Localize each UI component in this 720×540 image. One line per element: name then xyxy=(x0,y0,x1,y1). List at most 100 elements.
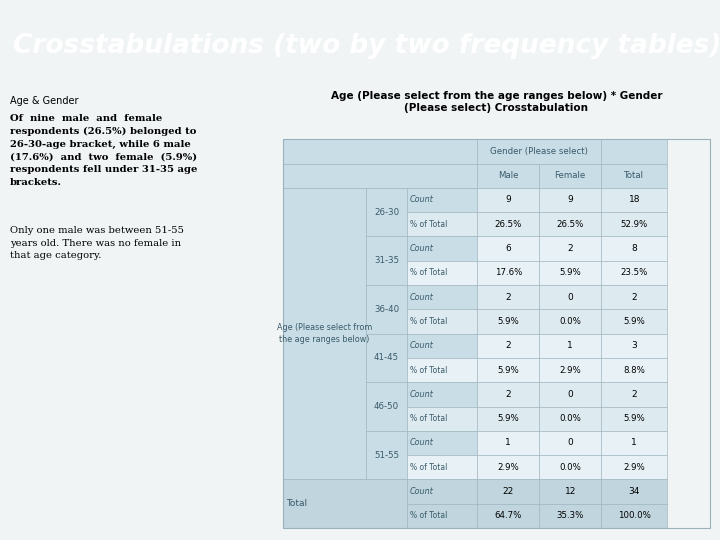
Text: Count: Count xyxy=(410,244,433,253)
Text: 46-50: 46-50 xyxy=(374,402,399,411)
Text: (Please select) Crosstabulation: (Please select) Crosstabulation xyxy=(405,103,588,113)
Bar xyxy=(283,188,366,480)
Bar xyxy=(366,285,407,334)
Text: 6: 6 xyxy=(505,244,511,253)
Bar xyxy=(601,334,667,358)
Text: Age & Gender: Age & Gender xyxy=(10,96,78,106)
Bar xyxy=(601,358,667,382)
Text: Count: Count xyxy=(410,438,433,448)
Text: 8: 8 xyxy=(631,244,637,253)
Bar xyxy=(407,407,477,431)
Text: 52.9%: 52.9% xyxy=(621,220,648,229)
Bar xyxy=(407,309,477,334)
Bar xyxy=(477,285,539,309)
Bar xyxy=(477,164,539,188)
Text: Count: Count xyxy=(410,195,433,205)
Text: 26.5%: 26.5% xyxy=(495,220,522,229)
Text: 0: 0 xyxy=(567,438,573,448)
Text: 3: 3 xyxy=(631,341,637,350)
Bar xyxy=(407,431,477,455)
Text: 0: 0 xyxy=(567,293,573,302)
Bar xyxy=(407,382,477,407)
Text: 2: 2 xyxy=(505,390,511,399)
Bar xyxy=(477,431,539,455)
Bar xyxy=(407,480,477,504)
Text: 26-30: 26-30 xyxy=(374,207,399,217)
Bar xyxy=(366,334,407,382)
Bar xyxy=(601,455,667,480)
Bar xyxy=(601,407,667,431)
Text: 9: 9 xyxy=(505,195,511,205)
Bar xyxy=(539,237,601,261)
Text: Total: Total xyxy=(624,171,644,180)
Bar xyxy=(601,431,667,455)
Bar xyxy=(366,431,407,480)
Text: 2.9%: 2.9% xyxy=(624,463,645,472)
Text: Crosstabulations (two by two frequency tables): Crosstabulations (two by two frequency t… xyxy=(13,33,720,59)
Bar xyxy=(539,480,601,504)
Bar xyxy=(477,188,539,212)
Text: Age (Please select from the age ranges below) * Gender: Age (Please select from the age ranges b… xyxy=(330,91,662,100)
Text: Age (Please select from
the age ranges below): Age (Please select from the age ranges b… xyxy=(277,323,372,344)
Text: Female: Female xyxy=(554,171,586,180)
Text: 0.0%: 0.0% xyxy=(559,317,581,326)
Bar xyxy=(366,237,407,285)
Text: % of Total: % of Total xyxy=(410,317,447,326)
Text: 0.0%: 0.0% xyxy=(559,463,581,472)
Bar xyxy=(601,212,667,237)
Text: 2: 2 xyxy=(505,341,511,350)
Text: 0: 0 xyxy=(567,390,573,399)
Bar xyxy=(477,334,539,358)
Bar xyxy=(477,407,539,431)
Text: 18: 18 xyxy=(629,195,640,205)
Bar xyxy=(477,237,539,261)
Text: 17.6%: 17.6% xyxy=(495,268,522,278)
Bar xyxy=(601,285,667,309)
Text: 0.0%: 0.0% xyxy=(559,414,581,423)
Bar xyxy=(539,164,601,188)
Bar xyxy=(539,334,601,358)
Text: 36-40: 36-40 xyxy=(374,305,399,314)
Text: Only one male was between 51-55
years old. There was no female in
that age categ: Only one male was between 51-55 years ol… xyxy=(10,226,184,260)
Bar xyxy=(407,504,477,528)
Bar xyxy=(477,382,539,407)
Bar xyxy=(601,480,667,504)
Text: Gender (Please select): Gender (Please select) xyxy=(490,147,588,156)
Text: 51-55: 51-55 xyxy=(374,450,399,460)
Text: 5.9%: 5.9% xyxy=(624,317,645,326)
Bar xyxy=(601,382,667,407)
Bar xyxy=(477,358,539,382)
Bar xyxy=(407,358,477,382)
Bar xyxy=(539,285,601,309)
Bar xyxy=(601,504,667,528)
Text: % of Total: % of Total xyxy=(410,220,447,229)
Bar xyxy=(477,455,539,480)
Text: 5.9%: 5.9% xyxy=(498,414,519,423)
Text: 26.5%: 26.5% xyxy=(557,220,584,229)
Text: 12: 12 xyxy=(564,487,576,496)
Text: 5.9%: 5.9% xyxy=(498,317,519,326)
Bar xyxy=(477,504,539,528)
Bar xyxy=(601,237,667,261)
Bar xyxy=(539,431,601,455)
Text: 100.0%: 100.0% xyxy=(618,511,651,521)
Text: 2: 2 xyxy=(631,293,637,302)
Text: 31-35: 31-35 xyxy=(374,256,399,265)
Bar xyxy=(283,139,477,164)
Text: 5.9%: 5.9% xyxy=(559,268,581,278)
Bar xyxy=(539,261,601,285)
Text: 64.7%: 64.7% xyxy=(495,511,522,521)
Text: Count: Count xyxy=(410,487,433,496)
Bar xyxy=(366,188,407,237)
Text: 2: 2 xyxy=(505,293,511,302)
Text: % of Total: % of Total xyxy=(410,511,447,521)
Bar xyxy=(539,309,601,334)
Bar xyxy=(601,309,667,334)
Text: 1: 1 xyxy=(567,341,573,350)
Text: 1: 1 xyxy=(631,438,637,448)
Bar xyxy=(407,261,477,285)
Text: 2: 2 xyxy=(567,244,573,253)
Bar xyxy=(539,358,601,382)
Text: 2.9%: 2.9% xyxy=(498,463,519,472)
Text: Total: Total xyxy=(286,499,307,508)
